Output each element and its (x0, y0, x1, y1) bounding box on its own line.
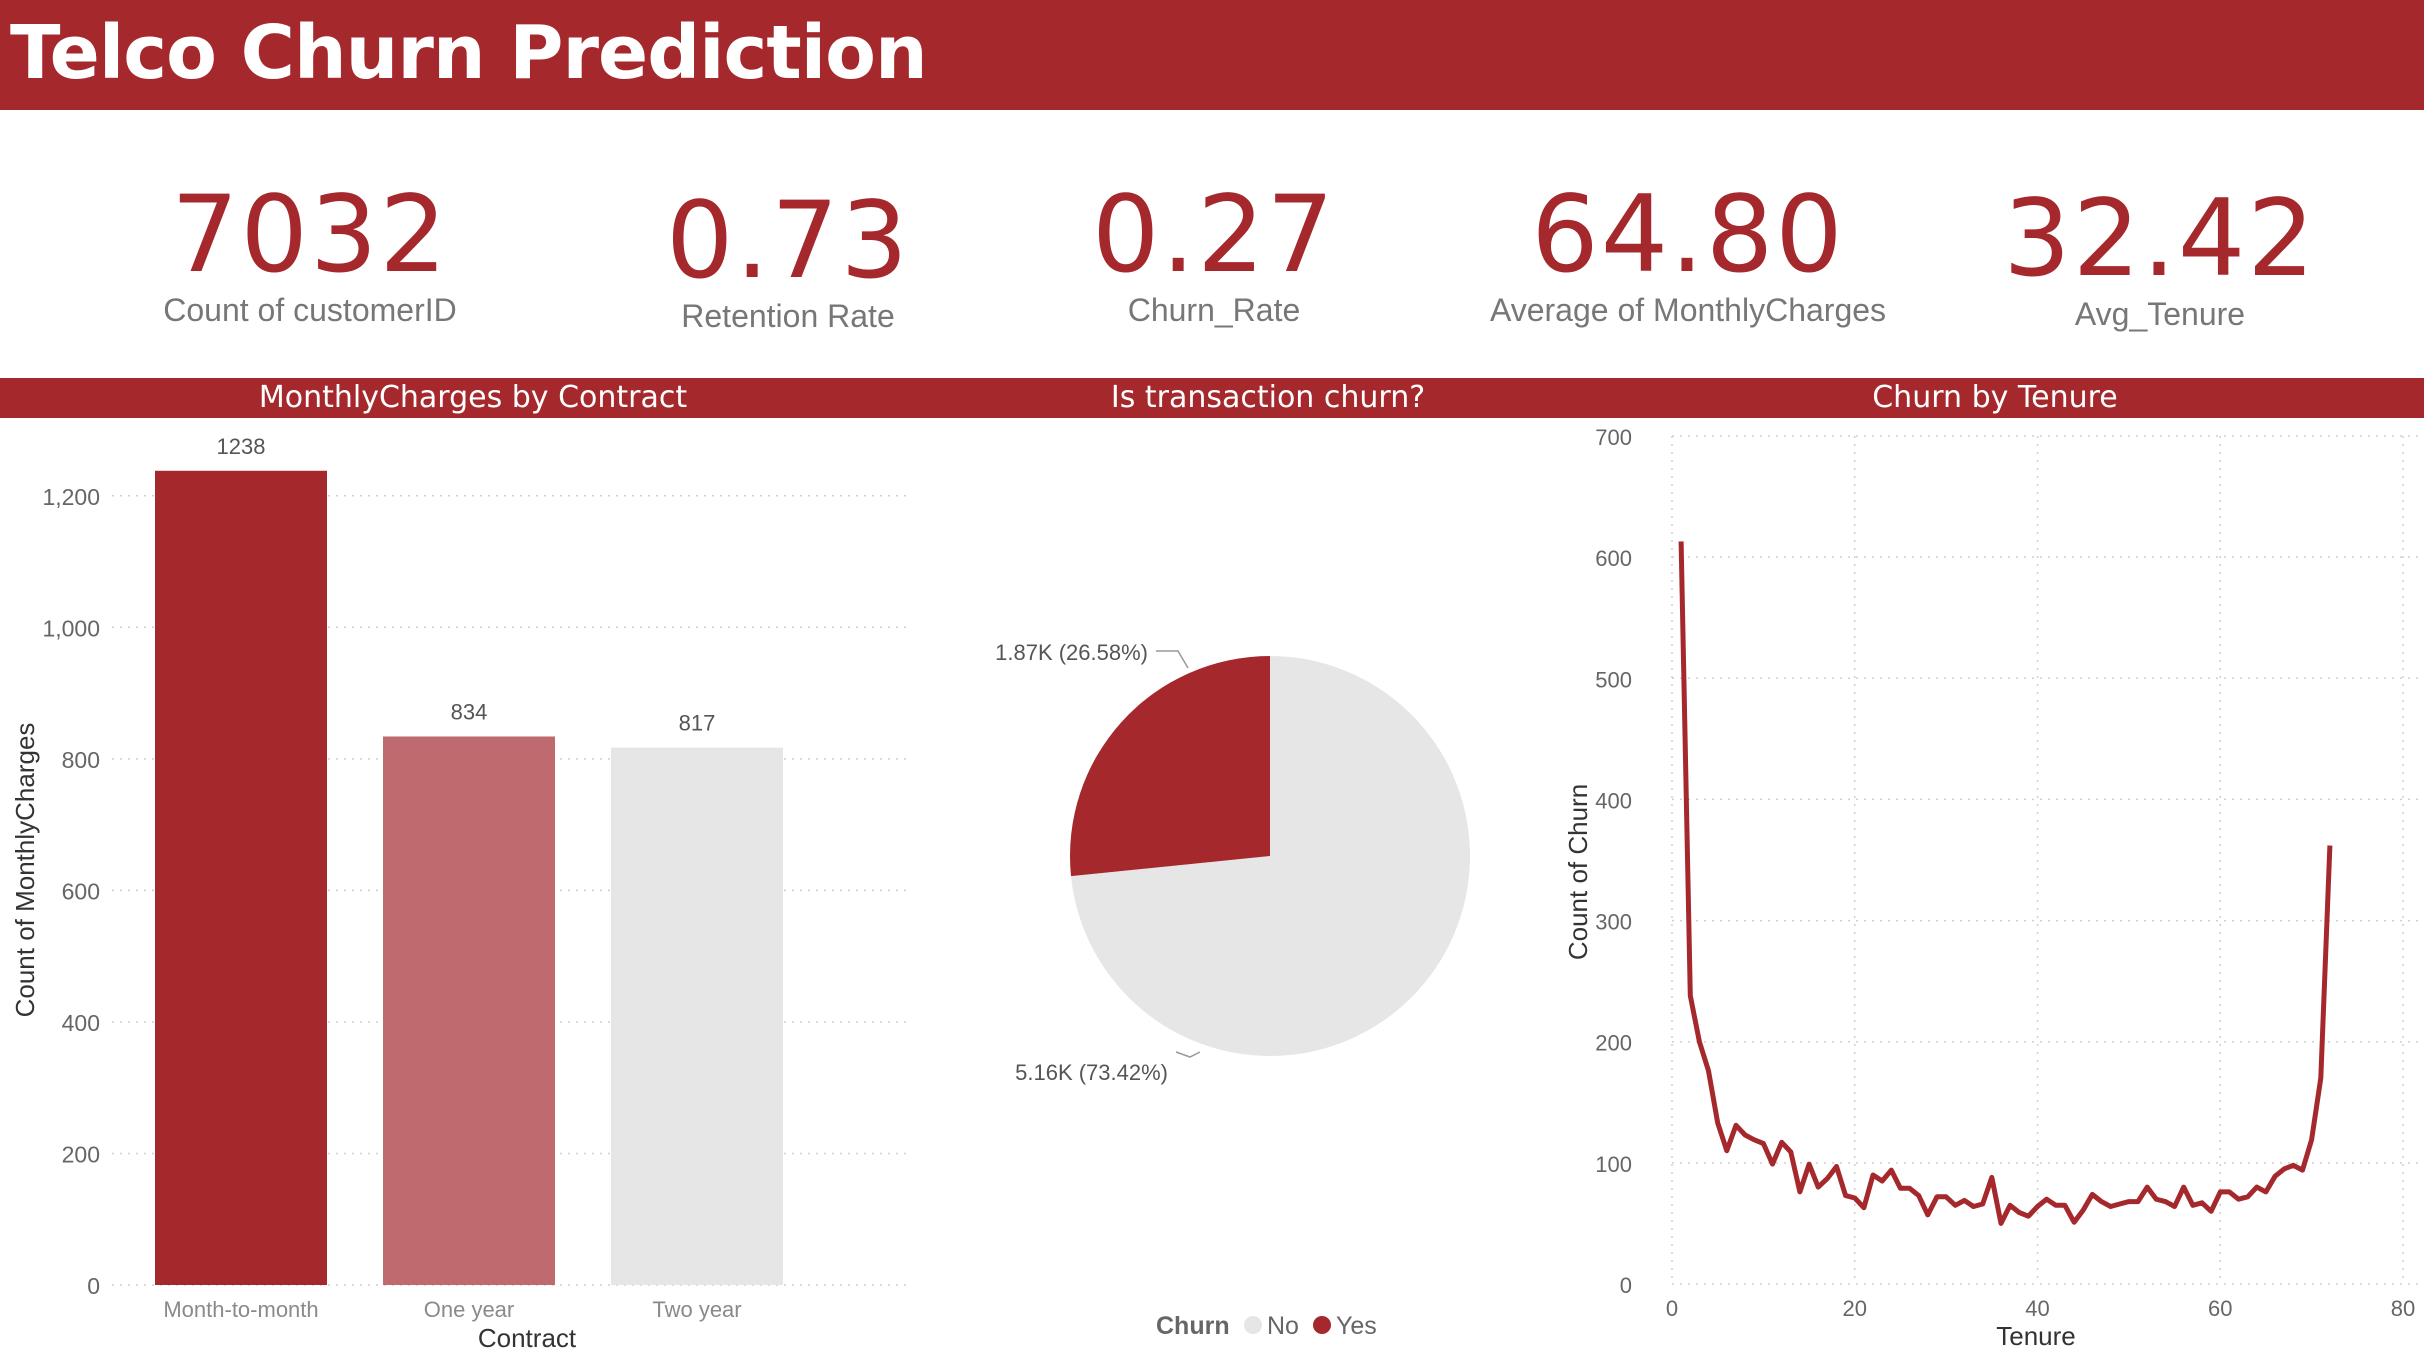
bar-chart[interactable]: 0 200 400 600 800 1,000 1,200 1238 834 817 Month… (10, 434, 912, 1353)
line-x-tick-label: 0 (1666, 1296, 1678, 1321)
line-x-tick-label: 40 (2025, 1296, 2049, 1321)
kpi-churn-rate[interactable]: 0.27 Churn_Rate (1014, 180, 1414, 329)
bar-y-tick-label: 200 (62, 1141, 100, 1167)
legend-item-no: No (1267, 1312, 1299, 1340)
pie-label-no: 5.16K (73.42%) (1015, 1060, 1168, 1085)
pie-chart-header-band (912, 378, 1487, 418)
legend-marker-yes (1313, 1316, 1331, 1334)
kpi-value: 32.42 (2003, 177, 2317, 300)
pie-callout-line-no (1175, 1051, 1201, 1058)
kpi-value: 7032 (171, 173, 449, 296)
bar-x-tick-label: Month-to-month (163, 1297, 318, 1322)
kpi-retention-rate[interactable]: 0.73 Retention Rate (588, 186, 988, 335)
legend-marker-no (1244, 1316, 1262, 1334)
kpi-avg-monthly-charges[interactable]: 64.80 Average of MonthlyCharges (1488, 180, 1888, 329)
kpi-value: 64.80 (1531, 173, 1845, 296)
pie-label-yes: 1.87K (26.58%) (995, 640, 1148, 665)
line-x-tick-label: 60 (2208, 1296, 2232, 1321)
pie-chart-title: Is transaction churn? (1110, 380, 1426, 415)
line-x-axis-title: Tenure (1996, 1321, 2076, 1351)
bar-two-year[interactable] (611, 747, 783, 1285)
bar-y-tick-label: 800 (62, 747, 100, 773)
bar-month-to-month[interactable] (155, 470, 327, 1285)
line-y-tick-label: 500 (1595, 667, 1632, 692)
kpi-value: 0.73 (665, 179, 910, 302)
line-chart-title: Churn by Tenure (1872, 380, 2118, 415)
bar-data-label: 834 (451, 699, 488, 724)
bar-x-axis-title: Contract (478, 1323, 577, 1353)
bar-y-tick-label: 1,200 (42, 484, 100, 510)
line-y-tick-label: 400 (1595, 788, 1632, 813)
header-bar: Telco Churn Prediction (0, 0, 2424, 110)
bar-data-label: 1238 (217, 434, 266, 459)
bar-y-tick-label: 400 (62, 1010, 100, 1036)
bar-y-tick-label: 600 (62, 878, 100, 904)
kpi-avg-tenure[interactable]: 32.42 Avg_Tenure (1960, 184, 2360, 333)
line-y-tick-label: 300 (1595, 910, 1632, 935)
bar-x-tick-label: One year (424, 1297, 515, 1322)
kpi-label: Retention Rate (681, 298, 895, 334)
line-x-tick-label: 20 (1843, 1296, 1867, 1321)
bar-y-tick-label: 0 (87, 1273, 100, 1299)
line-y-tick-label: 600 (1595, 546, 1632, 571)
line-y-tick-label: 700 (1595, 425, 1632, 450)
pie-legend[interactable]: Churn No Yes (1156, 1312, 1377, 1340)
kpi-label: Count of customerID (163, 292, 457, 328)
pie-callout-line-yes (1156, 650, 1189, 669)
kpi-customer-count[interactable]: 7032 Count of customerID (110, 180, 510, 329)
line-x-tick-label: 80 (2391, 1296, 2415, 1321)
kpi-value: 0.27 (1091, 173, 1336, 296)
bar-data-label: 817 (679, 711, 716, 736)
line-series-churn[interactable] (1678, 541, 2333, 1226)
line-y-tick-label: 100 (1595, 1152, 1632, 1177)
bar-x-tick-label: Two year (652, 1297, 741, 1322)
pie-chart[interactable]: 1.87K (26.58%) 5.16K (73.42%) Churn No Ye… (995, 640, 1470, 1340)
legend-item-yes: Yes (1336, 1312, 1377, 1340)
kpi-label: Avg_Tenure (2074, 296, 2246, 332)
line-y-tick-label: 0 (1620, 1273, 1632, 1298)
legend-title: Churn (1156, 1312, 1230, 1340)
kpi-label: Average of MonthlyCharges (1489, 292, 1887, 328)
line-y-axis-title: Count of Churn (1563, 784, 1593, 960)
bar-chart-title: MonthlyCharges by Contract (258, 380, 688, 415)
pie-slice-no[interactable] (1071, 656, 1470, 1056)
bar-chart-header-band (0, 378, 912, 418)
page-title: Telco Churn Prediction (10, 10, 928, 96)
line-y-tick-label: 200 (1595, 1031, 1632, 1056)
bar-one-year[interactable] (383, 736, 555, 1285)
bar-y-axis-title: Count of MonthlyCharges (10, 723, 40, 1018)
kpi-label: Churn_Rate (1127, 292, 1301, 328)
pie-slice-yes[interactable] (1069, 656, 1270, 877)
line-chart-header-band (1487, 378, 2424, 418)
bar-y-tick-label: 1,000 (42, 615, 100, 641)
